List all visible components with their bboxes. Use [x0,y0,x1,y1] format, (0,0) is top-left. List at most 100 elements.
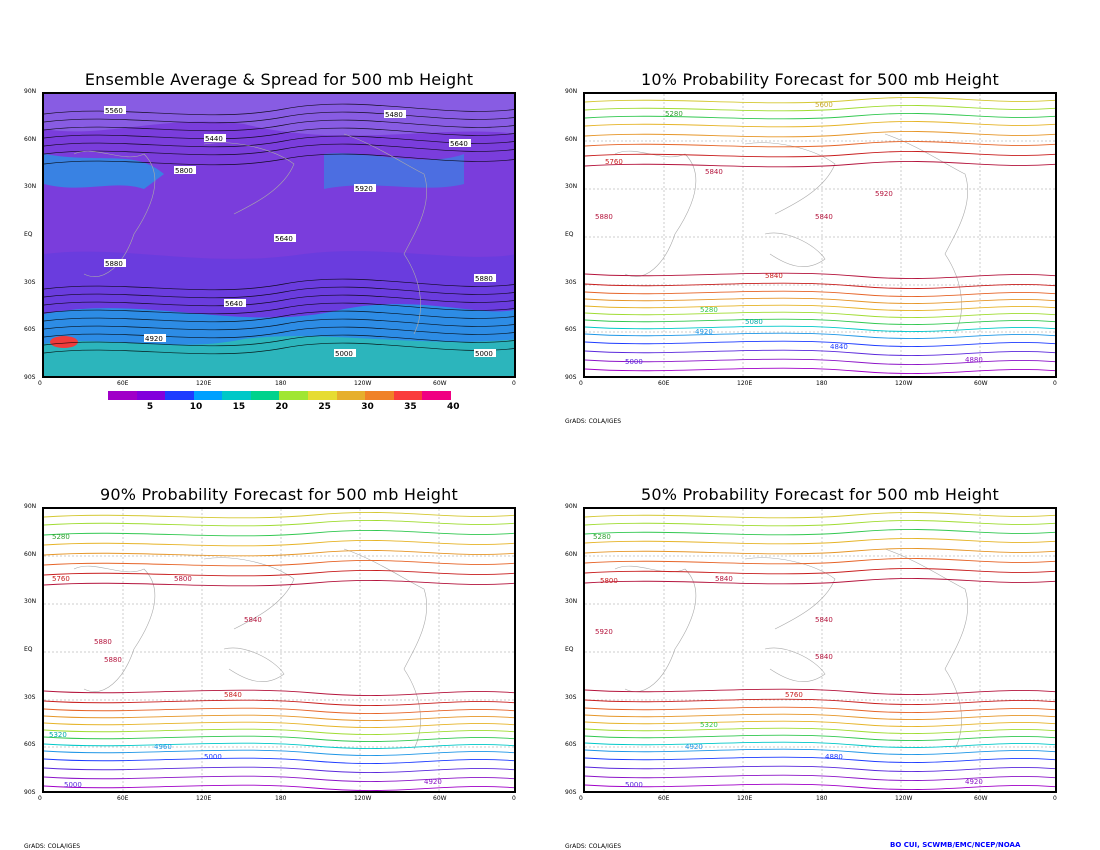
colorbar-swatch [336,391,366,400]
colorbar-swatch [422,391,451,400]
panel-title-ensemble-average: Ensemble Average & Spread for 500 mb Hei… [84,70,474,89]
prob10-map-svg: 5280 5600 5760 5840 5920 5880 5840 5840 … [585,94,1055,376]
contour-label: 4920 [695,328,713,336]
lon-tick-label: 0 [579,380,583,387]
lat-tick-label: 60N [24,550,37,558]
lat-tick-label: 60S [565,326,577,334]
contour-label: 5800 [600,577,618,585]
prob50-map-svg: 5280 5800 5840 5840 5920 5840 5760 5320 … [585,509,1055,791]
colorbar-swatch [393,391,423,400]
credit-text: BO CUI, SCWMB/EMC/NCEP/NOAA [890,841,1021,849]
lon-tick-label: 0 [1053,380,1057,387]
lon-tick-label: 120W [895,380,913,387]
lat-tick-label: 90S [24,789,36,796]
lon-tick-label: 120E [737,795,753,802]
contour-label: 4920 [685,743,703,751]
contour-label: 5000 [625,358,643,366]
colorbar-label: 25 [318,402,331,412]
colorbar-label: 35 [404,402,417,412]
lat-tick-label: 30N [24,183,37,191]
contour-label: 5440 [205,135,223,143]
contour-label: 5800 [175,167,193,175]
contour-label: 5280 [52,533,70,541]
contour-label: 5880 [105,260,123,268]
contour-label: 5840 [815,213,833,221]
contour-label: 4880 [825,753,843,761]
lon-tick-label: 120E [196,380,212,387]
lon-tick-label: 60E [117,795,129,802]
contour-label: 5280 [593,533,611,541]
contour-label: 5280 [700,306,718,314]
contour-label: 4840 [830,343,848,351]
lon-tick-label: 0 [38,380,42,387]
lat-tick-label: EQ [565,231,574,238]
contour-label: 5080 [745,318,763,326]
lon-tick-label: 0 [1053,795,1057,802]
prob10-contours [585,97,1055,374]
lat-tick-label: 30N [565,183,578,191]
colorbar-label: 20 [275,402,289,412]
lon-tick-label: 120E [737,380,753,387]
contour-label: 5920 [875,190,893,198]
contour-label: 5600 [815,101,833,109]
lat-tick-label: 60S [24,741,36,749]
contour-label: 4960 [154,743,172,751]
contour-label: 4920 [424,778,442,786]
contour-label: 5840 [815,616,833,624]
contour-label: 5840 [715,575,733,583]
panel-title-90pct: 90% Probability Forecast for 500 mb Heig… [100,485,458,504]
lat-tick-label: 90N [565,503,578,510]
lat-tick-label: 60N [565,550,578,558]
lon-tick-label: 180 [816,380,828,387]
contour-label: 4920 [145,335,163,343]
colorbar-swatch [250,391,280,400]
lon-tick-label: 60E [117,380,129,387]
lon-tick-label: 0 [512,380,516,387]
contour-label: 5760 [605,158,623,166]
lon-tick-label: 0 [512,795,516,802]
contour-label: 5880 [104,656,122,664]
panel-title-10pct: 10% Probability Forecast for 500 mb Heig… [641,70,999,89]
map-90pct-probability: 5280 5760 5800 5840 5880 5880 5840 5320 … [42,507,516,793]
map-50pct-probability: 5280 5800 5840 5840 5920 5840 5760 5320 … [583,507,1057,793]
colorbar [108,391,451,400]
lon-tick-label: 120W [895,795,913,802]
map-ensemble-spread: 5560 5480 5440 5640 5800 5920 5640 5880 … [42,92,516,378]
contour-label: 5880 [595,213,613,221]
colorbar-swatch [279,391,309,400]
lat-tick-label: 30S [565,693,577,701]
panel-title-50pct: 50% Probability Forecast for 500 mb Heig… [641,485,999,504]
colorbar-swatch [308,391,337,400]
contour-label: 5640 [450,140,468,148]
lat-tick-label: 90S [565,789,577,796]
map-10pct-probability: 5280 5600 5760 5840 5920 5880 5840 5840 … [583,92,1057,378]
prob50-contours [585,512,1055,790]
colorbar-swatch [136,391,166,400]
coastlines [73,548,428,750]
contour-label: 5760 [52,575,70,583]
spread-map-svg: 5560 5480 5440 5640 5800 5920 5640 5880 … [44,94,514,376]
contour-label: 5280 [665,110,683,118]
lat-tick-label: 90N [24,503,37,510]
lon-tick-label: 120W [354,380,372,387]
contour-label: 5800 [174,575,192,583]
colorbar-swatch [193,391,223,400]
lon-tick-label: 60W [974,795,988,802]
colorbar-label: 10 [189,402,203,412]
coastlines [73,133,428,335]
lat-tick-label: 60S [24,326,36,334]
lat-tick-label: 90S [565,374,577,381]
grads-stamp: GrADS: COLA/IGES [24,843,81,850]
lat-tick-label: 90N [565,88,578,95]
contour-label: 5320 [700,721,718,729]
lon-tick-label: 120W [354,795,372,802]
prob90-map-svg: 5280 5760 5800 5840 5880 5880 5840 5320 … [44,509,514,791]
lon-tick-label: 120E [196,795,212,802]
lat-tick-label: 60S [565,741,577,749]
grads-stamp: GrADS: COLA/IGES [565,843,622,850]
contour-label: 5640 [225,300,243,308]
lat-tick-label: 30S [24,693,36,701]
lat-tick-label: 90N [24,88,37,95]
lat-tick-label: 60N [565,135,578,143]
spread-contours [44,103,514,355]
